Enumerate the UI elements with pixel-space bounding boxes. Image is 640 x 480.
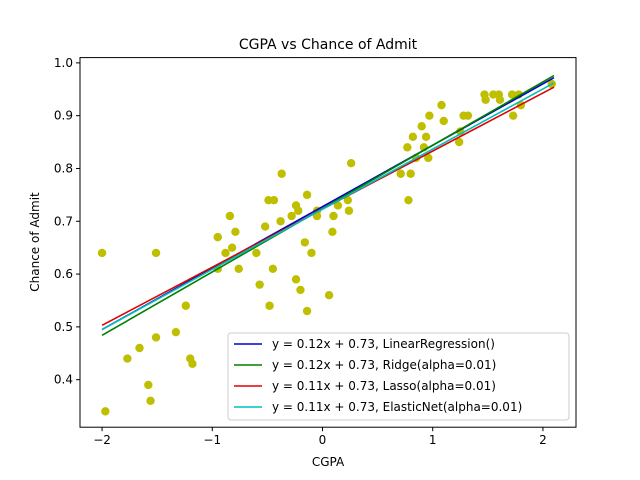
scatter-point (396, 169, 405, 178)
regression-lines (101, 74, 555, 337)
scatter-point (276, 217, 285, 226)
x-tick-label: 1 (429, 433, 437, 447)
scatter-point (417, 122, 426, 131)
legend-label: y = 0.11x + 0.73, Lasso(alpha=0.01) (272, 379, 496, 393)
scatter-point (213, 232, 222, 242)
chart-title: CGPA vs Chance of Admit (239, 37, 418, 53)
y-tick-label: 1.0 (54, 56, 73, 70)
legend-label: y = 0.11x + 0.73, ElasticNet(alpha=0.01) (272, 400, 522, 414)
scatter-point (344, 206, 354, 215)
scatter-point (307, 248, 316, 258)
scatter-point (343, 195, 353, 205)
scatter-point (324, 291, 334, 300)
x-tick-label: −1 (203, 433, 221, 447)
scatter-point (329, 211, 338, 221)
scatter-point (421, 132, 431, 141)
scatter-point (507, 90, 517, 99)
scatter-point (277, 169, 286, 178)
scatter-point (481, 95, 490, 105)
y-axis-label: Chance of Admit (28, 192, 42, 292)
scatter-point (437, 100, 446, 110)
series-line (101, 82, 555, 331)
scatter-point (302, 190, 312, 200)
scatter-point (296, 285, 305, 295)
scatter-point (302, 306, 312, 316)
x-tick-label: 0 (319, 433, 327, 447)
scatter-point (439, 116, 448, 126)
scatter-point (291, 275, 301, 284)
scatter-point (265, 301, 274, 310)
scatter-point (403, 143, 412, 152)
scatter-point (269, 195, 279, 205)
scatter-point (231, 227, 240, 237)
scatter-point (225, 211, 235, 221)
scatter-point (255, 280, 264, 289)
scatter-point (406, 169, 415, 178)
scatter-point (333, 201, 343, 210)
scatter-point (252, 248, 261, 258)
scatter-point (300, 238, 310, 247)
scatter-point (101, 407, 110, 416)
y-tick-label: 0.9 (54, 109, 73, 123)
scatter-point (425, 111, 434, 120)
x-axis-label: CGPA (312, 455, 345, 469)
scatter-point (144, 380, 153, 390)
scatter-point (260, 222, 270, 231)
scatter-point (146, 396, 155, 405)
scatter-point (287, 211, 296, 221)
legend-label: y = 0.12x + 0.73, Ridge(alpha=0.01) (272, 358, 496, 372)
scatter-point (151, 333, 161, 342)
scatter-point (346, 159, 356, 168)
scatter-point (123, 354, 132, 363)
legend-box (227, 332, 570, 421)
y-axis: 0.4 0.5 0.6 0.7 0.8 0.9 1.0 (54, 56, 80, 387)
y-tick-label: 0.7 (54, 214, 73, 228)
x-tick-label: −2 (93, 433, 111, 447)
legend: y = 0.12x + 0.73, LinearRegression() y = … (227, 332, 570, 421)
scatter-point (268, 264, 278, 273)
y-tick-label: 0.4 (54, 373, 73, 387)
x-tick-label: 2 (539, 433, 547, 447)
scatter-point (234, 264, 243, 273)
scatter-point (463, 111, 473, 120)
scatter-point (294, 206, 303, 215)
scatter-point (227, 243, 237, 252)
scatter-point (424, 153, 433, 163)
scatter-point (188, 359, 197, 369)
scatter-point (404, 195, 413, 205)
scatter-point (181, 301, 191, 310)
y-tick-label: 0.6 (54, 267, 73, 281)
scatter-point (171, 327, 181, 337)
scatter-point (328, 227, 337, 237)
legend-label: y = 0.12x + 0.73, LinearRegression() (272, 337, 495, 351)
x-axis: −2 −1 0 1 2 (93, 427, 547, 447)
scatter-point (135, 343, 144, 353)
scatter-point (221, 248, 230, 258)
y-tick-label: 0.5 (54, 320, 73, 334)
scatter-point (454, 137, 464, 147)
scatter-point (151, 248, 161, 258)
scatter-point (495, 95, 505, 105)
scatter-point (97, 248, 107, 258)
scatter-point (508, 111, 518, 120)
y-tick-label: 0.8 (54, 161, 73, 175)
scatter-point (408, 132, 418, 141)
plot-frame (79, 57, 577, 428)
